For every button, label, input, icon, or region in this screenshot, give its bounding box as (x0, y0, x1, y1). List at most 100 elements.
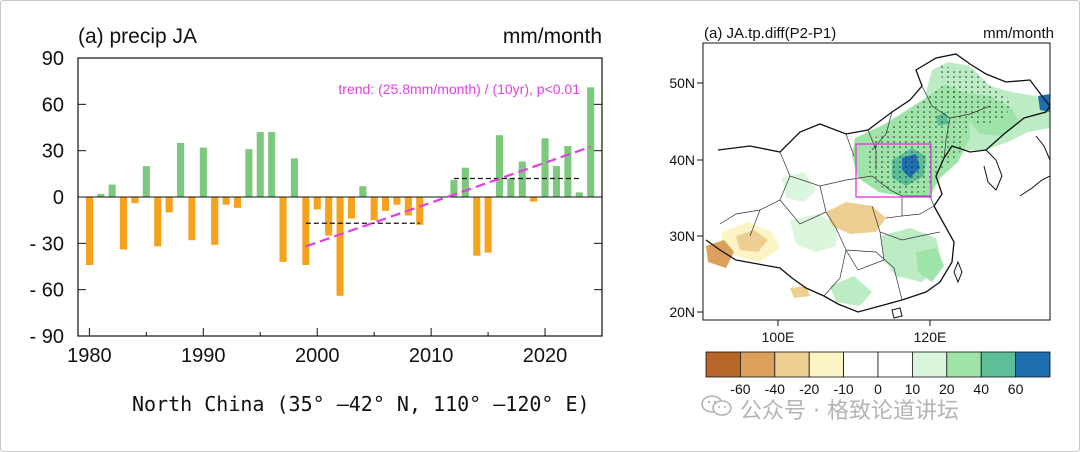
x-tick-label: 1980 (67, 345, 112, 367)
wechat-icon (701, 395, 732, 416)
bar-1995 (256, 132, 264, 197)
bar-1990 (199, 147, 207, 197)
lat-label: 20N (669, 304, 695, 320)
bar-2017 (507, 178, 515, 197)
bar-2018 (518, 161, 526, 197)
watermark-label: 公众号 · 格致论道讲坛 (740, 399, 959, 424)
lat-label: 30N (669, 228, 695, 244)
bar-2012 (450, 180, 458, 197)
x-tick-label: 2020 (523, 345, 568, 367)
bar-1981 (97, 193, 105, 197)
x-tick-label: 2000 (295, 345, 340, 367)
bar-1994 (245, 149, 253, 197)
colorbar-label: 10 (905, 381, 921, 397)
x-tick-label: 1990 (181, 345, 226, 367)
colorbar-label: -40 (765, 381, 785, 397)
tan-region-south (790, 286, 810, 298)
trend-annotation: trend: (25.8mm/month) / (10yr), p<0.01 (338, 81, 580, 97)
bar-2004 (359, 186, 367, 197)
y-tick-label: - 30 (30, 233, 64, 255)
precip-bar-chart: (a) precip JA mm/month 90 60 30 0 - 30 - 60 - … (30, 25, 603, 367)
north-china-box (855, 143, 932, 198)
bar-2019 (530, 197, 538, 202)
map-units: mm/month (983, 25, 1054, 42)
y-tick-label: 0 (53, 187, 64, 209)
bar-2020 (541, 138, 549, 197)
brown-region-southwest (706, 240, 734, 268)
tan-region-southwest-2 (736, 230, 768, 252)
bar-2013 (461, 167, 469, 197)
bar-1991 (211, 197, 219, 245)
colorbar-swatch (911, 351, 948, 378)
bar-1998 (290, 158, 298, 197)
bar-1999 (302, 197, 310, 265)
bar-2014 (473, 197, 481, 256)
lat-label: 40N (669, 152, 695, 168)
bar-1996 (268, 132, 276, 197)
colorbar-label: -20 (799, 381, 819, 397)
bar-1993 (233, 197, 241, 208)
colorbar-swatch (774, 351, 810, 378)
region-label: North China (35° —42° N, 110° —120° E) (132, 392, 590, 416)
y-tick-label: 30 (42, 141, 64, 163)
bar-1985 (142, 166, 150, 197)
trend-line (305, 145, 591, 248)
bar-2007 (393, 197, 401, 205)
japan-outline (1019, 135, 1050, 197)
colorbar-swatch (980, 351, 1017, 378)
colorbar-label: 0 (874, 381, 882, 397)
stippling-northeast (940, 66, 1012, 126)
bar-2000 (313, 197, 321, 210)
bar-1988 (177, 142, 185, 197)
bar-1980 (85, 197, 93, 265)
bar-1984 (131, 197, 139, 204)
map-frame (702, 42, 1051, 321)
bar-2024 (587, 87, 595, 197)
y-tick-label: 60 (42, 94, 64, 116)
bar-1989 (188, 197, 196, 241)
colorbar-swatch (740, 351, 776, 378)
bar-1992 (222, 197, 230, 205)
colorbar-swatch (705, 351, 741, 378)
bar-2023 (575, 192, 583, 197)
green-region-west (782, 172, 816, 202)
bar-1987 (165, 197, 173, 213)
bar-2006 (382, 197, 390, 211)
bar-1986 (154, 197, 162, 247)
colorbar-label: 60 (1008, 381, 1024, 397)
colorbar-label: 40 (973, 381, 989, 397)
colorbar-swatch (877, 351, 913, 378)
bar-2021 (552, 166, 560, 197)
bar-1997 (279, 197, 287, 262)
lat-label: 50N (669, 75, 695, 91)
tan-region-center (826, 202, 886, 234)
x-tick-label: 2010 (409, 345, 454, 367)
map-title: (a) JA.tp.diff(P2-P1) (704, 25, 836, 42)
bar-2009 (416, 197, 424, 225)
bar-2015 (484, 197, 492, 253)
lon-label: 120E (914, 329, 947, 345)
stippling-north (866, 86, 970, 194)
bar-2016 (495, 135, 503, 197)
korea-outline (983, 149, 1003, 191)
lon-label: 100E (762, 329, 795, 345)
green-region-coast (916, 248, 944, 282)
hainan-outline (891, 307, 903, 319)
y-tick-label: - 60 (30, 280, 64, 302)
colorbar-label: -10 (833, 381, 853, 397)
y-tick-label: 90 (42, 48, 64, 70)
blue-spot-east (1038, 94, 1050, 112)
bar-chart-units: mm/month (503, 25, 602, 48)
colorbar-swatch (843, 351, 879, 378)
green-region-southwest (830, 276, 872, 306)
bar-2002 (336, 197, 344, 296)
bar-2005 (370, 197, 378, 221)
green-region-south (790, 214, 838, 252)
taiwan-outline (953, 260, 963, 284)
colorbar-swatch (808, 351, 844, 378)
colorbar-label: 20 (939, 381, 955, 397)
province-lines-2 (845, 85, 991, 170)
china-border (705, 53, 1050, 313)
colorbar-swatch (1015, 351, 1051, 378)
